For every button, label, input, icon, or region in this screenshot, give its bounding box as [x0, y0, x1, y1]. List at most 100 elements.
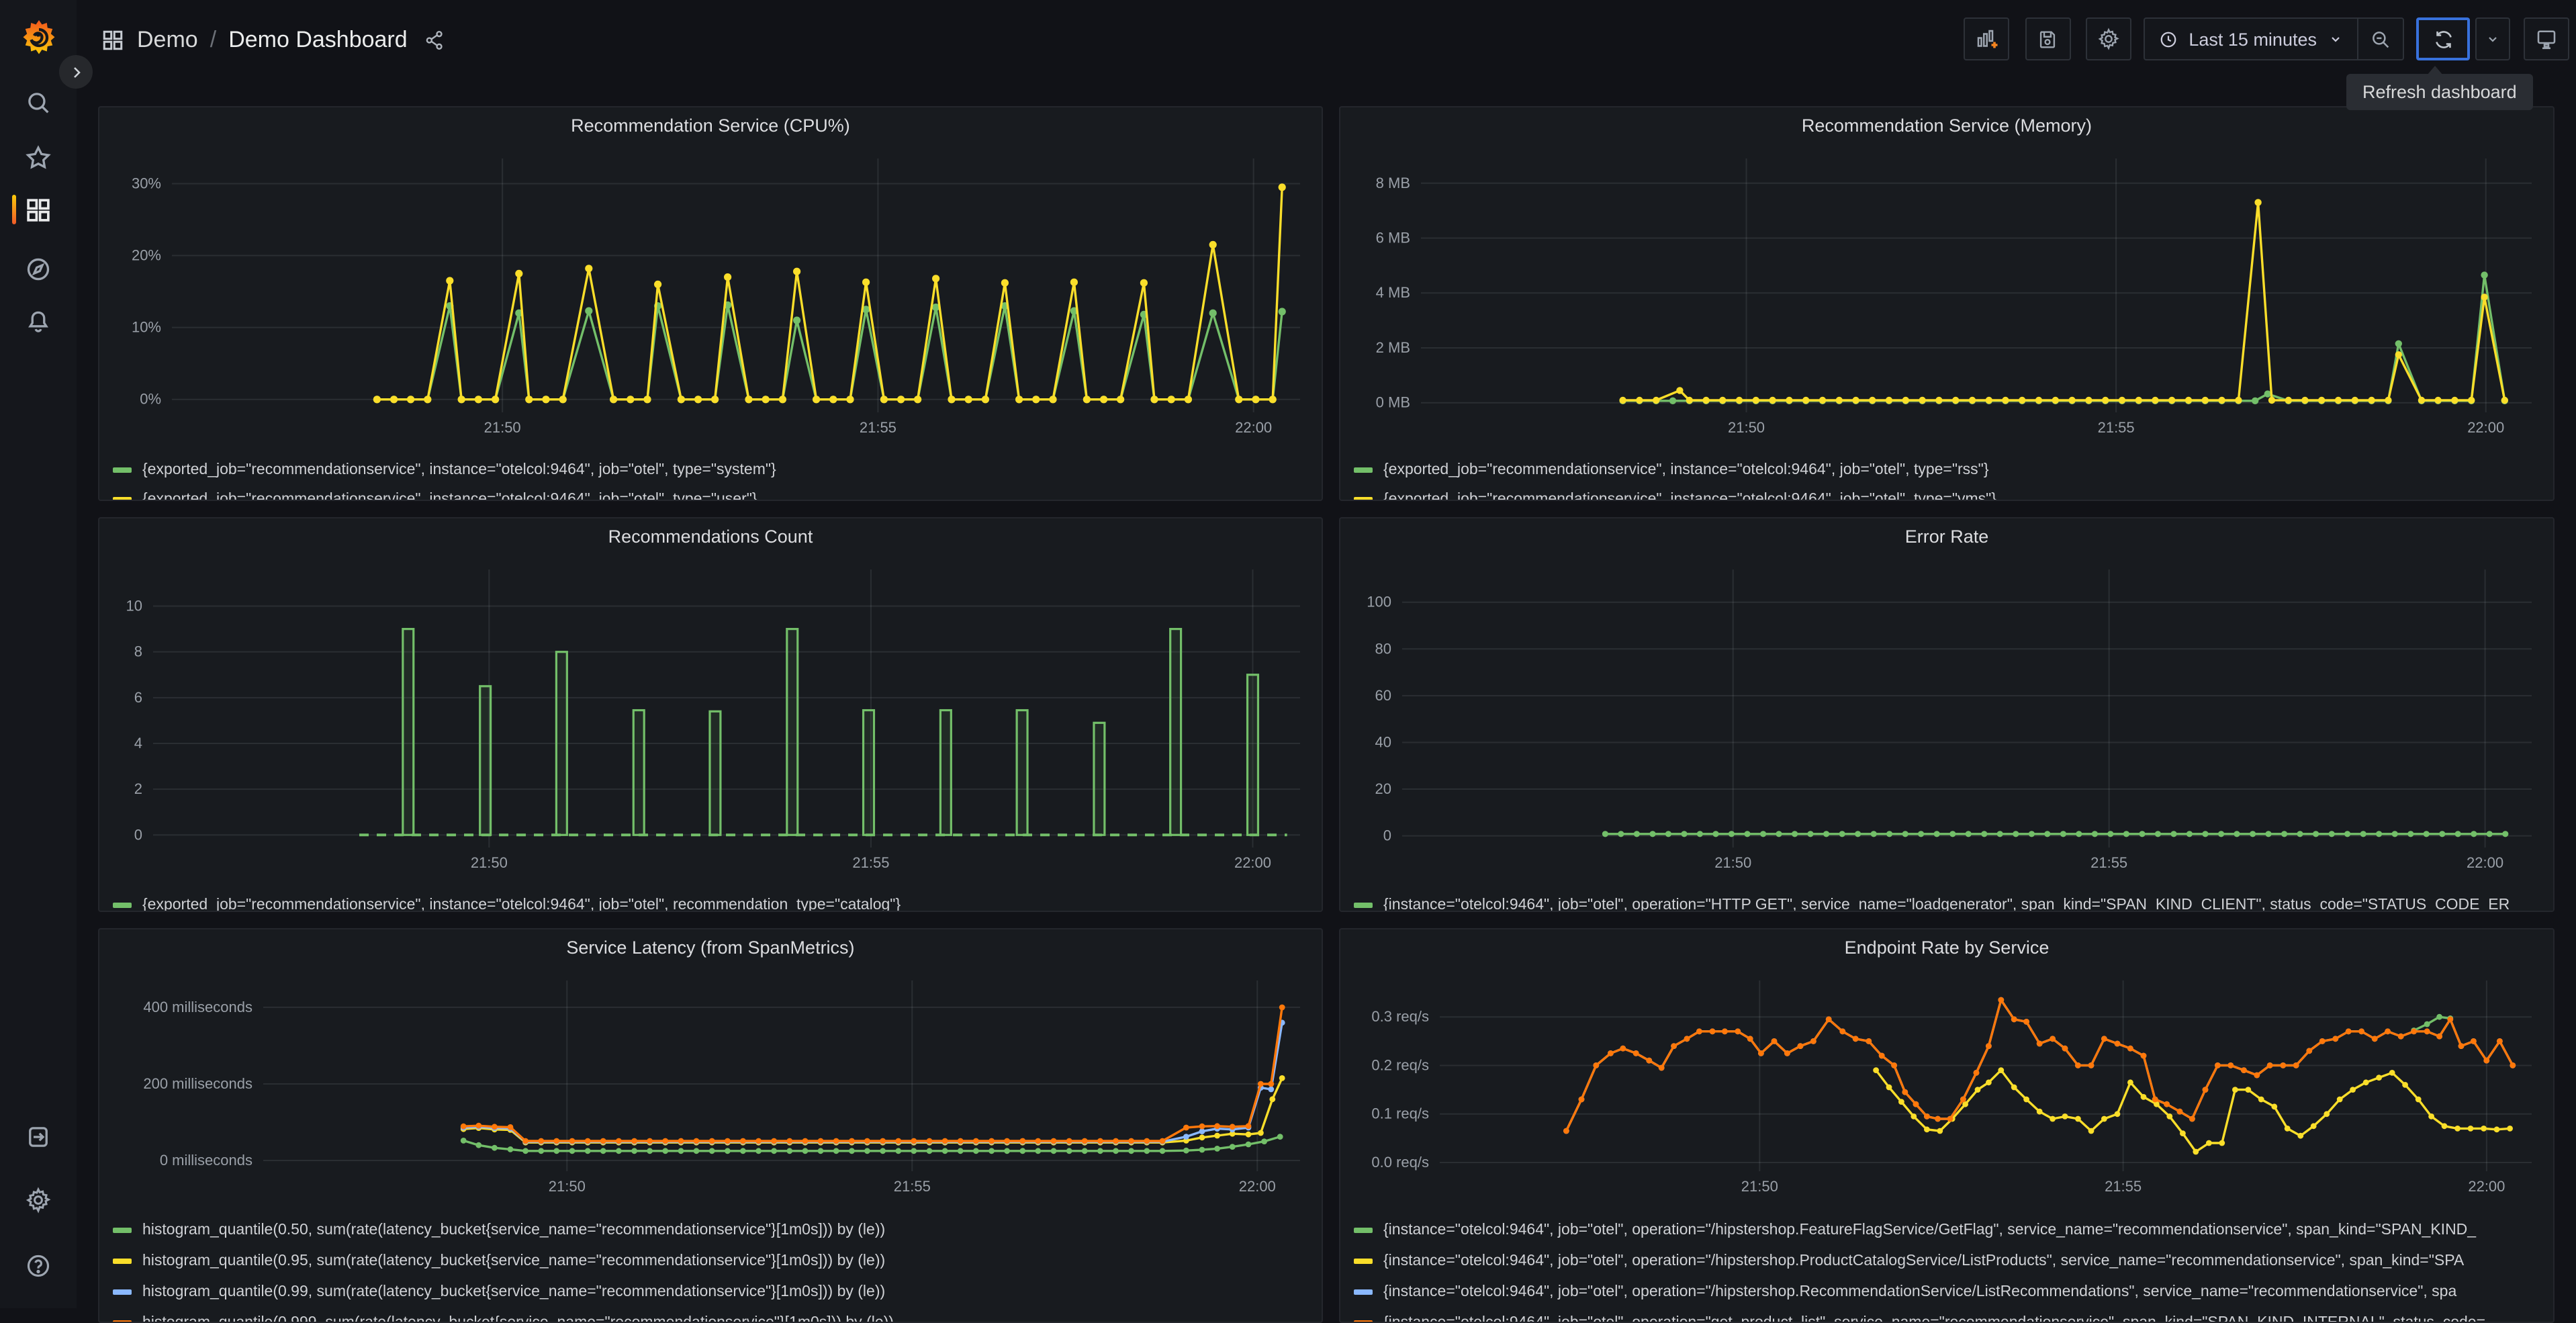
panel-latency: Service Latency (from SpanMetrics) 0 mill…: [98, 928, 1323, 1323]
sidebar-item-starred[interactable]: [0, 132, 77, 183]
chart-memory[interactable]: 0 MB 2 MB 4 MB 6 MB 8 MB 21:50 21:55 22:00: [1354, 150, 2540, 439]
sidebar-item-alerting[interactable]: [0, 295, 77, 347]
legend-item[interactable]: {instance="otelcol:9464", job="otel", op…: [1354, 891, 2540, 912]
panel-title[interactable]: Service Latency (from SpanMetrics): [566, 938, 855, 958]
panel-title[interactable]: Recommendation Service (Memory): [1801, 116, 2092, 136]
chart-cpu[interactable]: 0% 10% 20% 30% 21:50 21:55 22:00: [113, 150, 1308, 439]
legend: {exported_job="recommendationservice", i…: [1354, 455, 2540, 501]
svg-text:0: 0: [1383, 827, 1391, 844]
legend-item[interactable]: {instance="otelcol:9464", job="otel", op…: [1354, 1307, 2540, 1323]
legend-label: {instance="otelcol:9464", job="otel", op…: [1383, 897, 2510, 912]
svg-text:20: 20: [1375, 780, 1391, 797]
sidebar-item-configuration[interactable]: [0, 1174, 77, 1225]
dashboard-settings-button[interactable]: [2085, 17, 2131, 60]
chart-endpoint-rate[interactable]: 0.0 req/s 0.1 req/s 0.2 req/s 0.3 req/s 21:5…: [1354, 972, 2540, 1198]
legend-label: histogram_quantile(0.50, sum(rate(latenc…: [142, 1222, 886, 1238]
legend-swatch: [113, 903, 132, 908]
svg-text:60: 60: [1375, 687, 1391, 704]
legend-label: {exported_job="recommendationservice", i…: [142, 492, 757, 501]
save-dashboard-button[interactable]: [2025, 17, 2071, 60]
svg-text:0 MB: 0 MB: [1376, 394, 1410, 411]
svg-text:6 MB: 6 MB: [1376, 230, 1410, 246]
legend-swatch: [1354, 1320, 1373, 1322]
svg-text:22:00: 22:00: [1234, 854, 1271, 871]
chart-error-rate[interactable]: 0 20 40 60 80 100 21:50 21:55 22:00: [1354, 561, 2540, 874]
time-range-picker[interactable]: Last 15 minutes: [2144, 19, 2357, 59]
legend-label: {exported_job="recommendationservice", i…: [1383, 462, 1989, 478]
sidebar-item-explore[interactable]: [0, 243, 77, 294]
svg-text:21:50: 21:50: [471, 854, 508, 871]
share-dashboard-icon[interactable]: [425, 30, 447, 51]
legend-item[interactable]: {exported_job="recommendationservice", i…: [113, 455, 1308, 485]
legend-item[interactable]: histogram_quantile(0.50, sum(rate(latenc…: [113, 1214, 1308, 1245]
legend-swatch: [1354, 903, 1373, 908]
svg-text:40: 40: [1375, 733, 1391, 750]
legend-item[interactable]: {instance="otelcol:9464", job="otel", op…: [1354, 1245, 2540, 1276]
sidebar-item-sign-in[interactable]: [0, 1111, 77, 1162]
legend-label: {instance="otelcol:9464", job="otel", op…: [1383, 1314, 2486, 1323]
chart-latency[interactable]: 0 milliseconds 200 milliseconds 400 millis…: [113, 972, 1308, 1198]
svg-text:2 MB: 2 MB: [1376, 339, 1410, 356]
sidebar-item-search[interactable]: [0, 77, 77, 128]
legend-item[interactable]: {instance="otelcol:9464", job="otel", op…: [1354, 1214, 2540, 1245]
legend-item[interactable]: histogram_quantile(0.95, sum(rate(latenc…: [113, 1245, 1308, 1276]
svg-text:21:50: 21:50: [484, 419, 521, 436]
svg-text:21:50: 21:50: [549, 1178, 586, 1195]
legend-item[interactable]: histogram_quantile(0.999, sum(rate(laten…: [113, 1307, 1308, 1323]
legend-swatch: [113, 1258, 132, 1263]
panel-title[interactable]: Recommendations Count: [608, 527, 813, 547]
svg-text:8: 8: [134, 643, 142, 660]
refresh-dashboard-button[interactable]: [2416, 17, 2470, 60]
svg-text:10: 10: [126, 598, 142, 614]
legend-label: {instance="otelcol:9464", job="otel", op…: [1383, 1222, 2477, 1238]
zoom-out-time-button[interactable]: [2358, 19, 2403, 59]
svg-text:0.0 req/s: 0.0 req/s: [1371, 1154, 1429, 1171]
refresh-interval-dropdown[interactable]: [2475, 17, 2510, 60]
sidebar-item-help[interactable]: [0, 1240, 77, 1291]
legend-item[interactable]: {exported_job="recommendationservice", i…: [113, 485, 1308, 501]
svg-text:0.2 req/s: 0.2 req/s: [1371, 1056, 1429, 1073]
chevron-down-icon: [2489, 37, 2497, 42]
svg-text:22:00: 22:00: [2467, 419, 2504, 436]
legend-item[interactable]: histogram_quantile(0.99, sum(rate(latenc…: [113, 1276, 1308, 1307]
legend-label: histogram_quantile(0.999, sum(rate(laten…: [142, 1314, 894, 1323]
clock-icon: [2160, 31, 2176, 47]
svg-text:22:00: 22:00: [2468, 1178, 2505, 1195]
sidebar-expand-button[interactable]: [59, 55, 93, 89]
legend-item[interactable]: {instance="otelcol:9464", job="otel", op…: [1354, 1276, 2540, 1307]
legend-label: {instance="otelcol:9464", job="otel", op…: [1383, 1283, 2457, 1299]
legend-swatch: [113, 1289, 132, 1294]
legend-label: {exported_job="recommendationservice", i…: [1383, 492, 1997, 501]
legend-swatch: [113, 1227, 132, 1232]
breadcrumb-section[interactable]: Demo: [137, 27, 198, 52]
grafana-logo[interactable]: [19, 17, 59, 58]
panel-cpu: Recommendation Service (CPU%) 0% 10% 20% 30%…: [98, 106, 1323, 501]
legend-item[interactable]: {exported_job="recommendationservice", i…: [1354, 485, 2540, 501]
svg-text:22:00: 22:00: [2467, 854, 2503, 871]
panel-title[interactable]: Error Rate: [1904, 527, 1989, 547]
legend-item[interactable]: {exported_job="recommendationservice", i…: [113, 891, 1308, 911]
svg-text:21:55: 21:55: [2105, 1178, 2142, 1195]
legend-swatch: [1354, 467, 1373, 473]
bell-icon: [28, 310, 48, 332]
refresh-tooltip: Refresh dashboard: [2346, 66, 2533, 110]
svg-text:0.1 req/s: 0.1 req/s: [1371, 1105, 1429, 1122]
legend-label: histogram_quantile(0.99, sum(rate(latenc…: [142, 1283, 886, 1299]
cycle-view-mode-button[interactable]: [2524, 17, 2569, 60]
legend-item[interactable]: {exported_job="recommendationservice", i…: [1354, 455, 2540, 485]
svg-text:21:55: 21:55: [2090, 854, 2127, 871]
sidebar-item-dashboards[interactable]: [0, 184, 77, 235]
legend-label: {instance="otelcol:9464", job="otel", op…: [1383, 1252, 2465, 1269]
svg-text:21:50: 21:50: [1741, 1178, 1778, 1195]
svg-text:21:50: 21:50: [1714, 854, 1751, 871]
dashboards-icon: [27, 198, 50, 221]
legend-swatch: [113, 497, 132, 500]
chart-count[interactable]: 0 2 4 6 8 10 21:50 21:55 22:00: [113, 561, 1308, 874]
breadcrumb-page-title[interactable]: Demo Dashboard: [228, 27, 408, 52]
chevron-down-icon: [2332, 37, 2340, 42]
gear-icon: [26, 1186, 51, 1213]
panel-title[interactable]: Recommendation Service (CPU%): [571, 116, 850, 136]
add-panel-button[interactable]: [1963, 17, 2009, 60]
svg-text:0: 0: [134, 826, 142, 843]
panel-title[interactable]: Endpoint Rate by Service: [1844, 938, 2050, 958]
